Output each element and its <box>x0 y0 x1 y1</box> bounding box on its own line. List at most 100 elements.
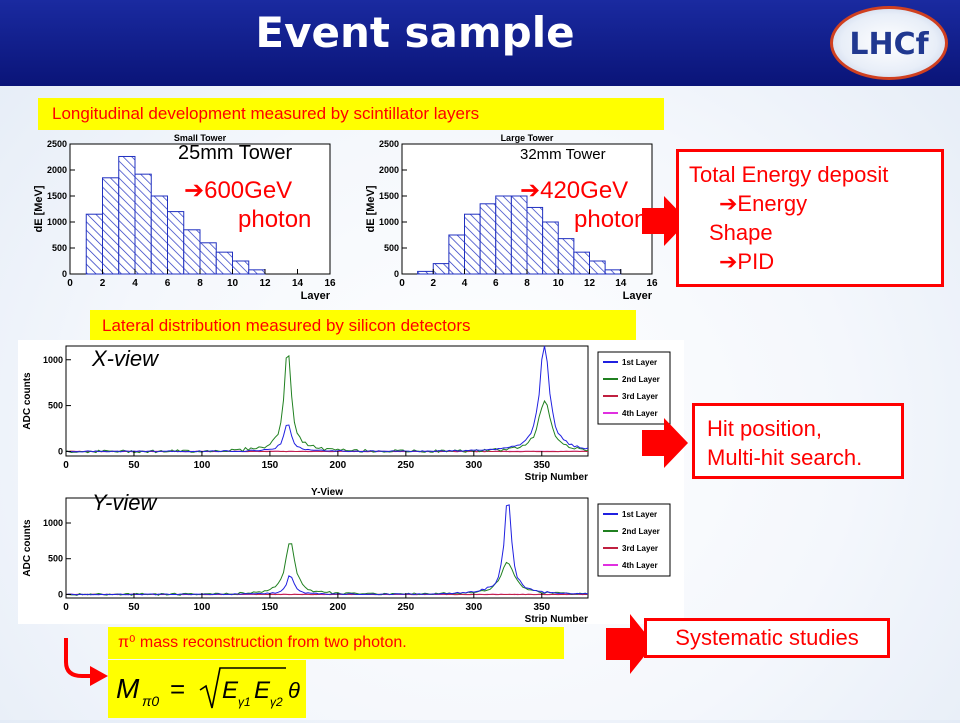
x-tick-label: 14 <box>615 278 627 289</box>
hist-bar <box>574 252 590 274</box>
hist-bar <box>418 271 434 274</box>
x-tick-label: 150 <box>262 602 279 613</box>
x-tick-label: 8 <box>197 278 203 289</box>
energy-box-line3: Shape <box>689 218 941 247</box>
x-tick-label: 4 <box>132 278 138 289</box>
hist-bar <box>465 214 481 274</box>
small-tower-energy: ➔600GeV <box>184 176 292 205</box>
formula-e1: E <box>222 677 239 704</box>
hist-bar <box>449 235 465 274</box>
hist-bar <box>86 214 102 274</box>
arrow-shape <box>642 418 688 468</box>
x-tick-label: 2 <box>100 278 106 289</box>
x-view-label: X-view <box>92 346 158 372</box>
legend-entry: 2nd Layer <box>622 527 660 536</box>
x-tick-label: 200 <box>330 602 347 613</box>
y-tick-label: 500 <box>48 401 63 411</box>
hit-box: Hit position, Multi-hit search. <box>692 403 904 479</box>
energy-box-line1: Total Energy deposit <box>689 160 941 189</box>
small-tower-particle: photon <box>238 206 311 234</box>
formula-sub-g2: γ2 <box>270 695 283 709</box>
large-tower-particle: photon <box>574 206 647 234</box>
legend-entry: 1st Layer <box>622 358 657 367</box>
y-tick-label: 1000 <box>47 217 67 227</box>
y-tick-label: 2500 <box>47 139 67 149</box>
x-tick-label: 200 <box>330 460 347 471</box>
hist-bar <box>527 207 543 274</box>
y-axis-label: ADC counts <box>22 519 33 577</box>
curved-arrow-line <box>66 638 90 676</box>
hist-bar <box>216 252 232 274</box>
x-tick-label: 12 <box>259 278 271 289</box>
y-tick-label: 1500 <box>47 191 67 201</box>
formula-m: M <box>116 673 140 704</box>
y-tick-label: 0 <box>58 446 63 456</box>
energy-box: Total Energy deposit ➔Energy Shape ➔PID <box>676 149 944 287</box>
formula-box: M π0 = E γ1 E γ2 θ <box>108 660 306 718</box>
hist-bar <box>543 222 559 274</box>
formula-sub-g1: γ1 <box>238 695 251 709</box>
y-tick-label: 1000 <box>43 355 63 365</box>
x-tick-label: 250 <box>398 460 415 471</box>
x-tick-label: 8 <box>524 278 530 289</box>
legend-entry: 2nd Layer <box>622 375 660 384</box>
y-tick-label: 500 <box>384 243 399 253</box>
hist-bar <box>590 261 606 274</box>
hist-bar <box>168 212 184 274</box>
arrow-to-hit-box <box>642 418 690 468</box>
hist-bar <box>249 270 265 274</box>
x-tick-label: 50 <box>128 460 140 471</box>
x-tick-label: 350 <box>533 602 550 613</box>
hist-bar <box>605 270 621 274</box>
formula-e2: E <box>254 677 271 704</box>
y-tick-label: 0 <box>58 589 63 599</box>
formula-sub-pi: π0 <box>142 693 159 709</box>
y-tick-label: 0 <box>394 269 399 279</box>
hist-bar <box>496 196 512 274</box>
small-tower-label: 25mm Tower <box>178 142 292 165</box>
y-tick-label: 500 <box>52 243 67 253</box>
x-tick-label: 10 <box>227 278 239 289</box>
energy-box-line4: ➔PID <box>689 247 941 276</box>
hist-bar <box>103 178 119 274</box>
hit-box-line1: Hit position, <box>707 414 901 443</box>
y-axis-label: dE [MeV] <box>33 185 45 232</box>
x-tick-label: 0 <box>67 278 73 289</box>
y-tick-label: 1500 <box>379 191 399 201</box>
legend-entry: 3rd Layer <box>622 392 658 401</box>
x-axis-label: Layer <box>301 290 331 300</box>
y-view-label: Y-view <box>92 490 156 516</box>
curved-arrow-head <box>90 666 108 686</box>
x-tick-label: 300 <box>465 602 482 613</box>
lhcf-logo: LHCf <box>830 6 948 80</box>
x-tick-label: 50 <box>128 602 140 613</box>
y-tick-label: 2500 <box>379 139 399 149</box>
hist-bar <box>135 174 151 274</box>
banner-pi0: π⁰ mass reconstruction from two photon. <box>108 627 564 659</box>
x-tick-label: 16 <box>646 278 658 289</box>
x-tick-label: 150 <box>262 460 279 471</box>
logo-text: LHCf <box>833 27 945 62</box>
hist-bar <box>151 196 167 274</box>
hit-box-line2: Multi-hit search. <box>707 443 901 472</box>
formula-theta: θ <box>288 678 300 703</box>
x-axis-label: Layer <box>623 290 653 300</box>
y-tick-label: 1000 <box>379 217 399 227</box>
x-tick-label: 0 <box>63 460 69 471</box>
y-tick-label: 2000 <box>47 165 67 175</box>
y-axis-label: dE [MeV] <box>365 185 377 232</box>
large-tower-label: 32mm Tower <box>520 146 606 163</box>
formula-equals: = <box>170 674 185 704</box>
energy-box-line2: ➔Energy <box>689 189 941 218</box>
x-tick-label: 350 <box>533 460 550 471</box>
y-tick-label: 0 <box>62 269 67 279</box>
x-axis-label: Strip Number <box>525 472 588 483</box>
hist-bar <box>480 204 496 274</box>
x-tick-label: 16 <box>324 278 336 289</box>
legend-entry: 4th Layer <box>622 409 658 418</box>
hist-bar <box>558 239 574 274</box>
x-tick-label: 12 <box>584 278 596 289</box>
y-tick-label: 500 <box>48 554 63 564</box>
hist-bar <box>233 261 249 274</box>
y-tick-label: 2000 <box>379 165 399 175</box>
